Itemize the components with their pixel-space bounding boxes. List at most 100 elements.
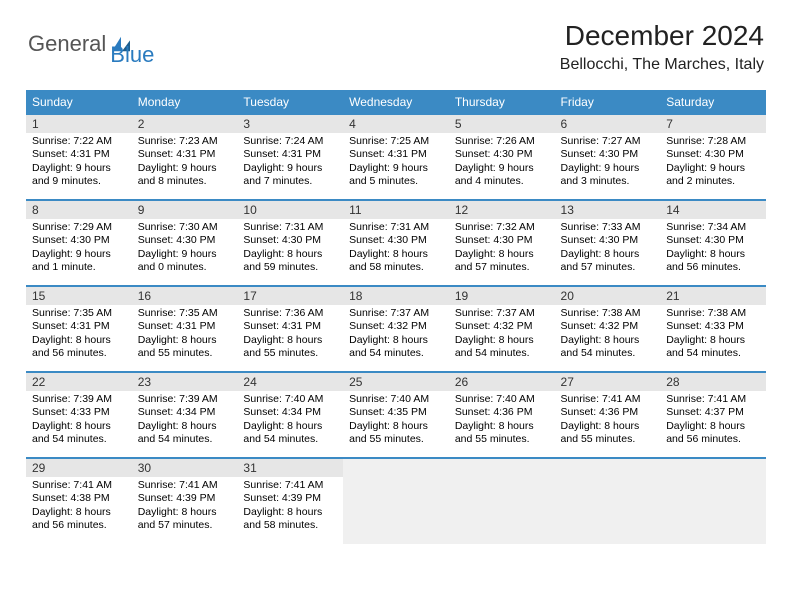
calendar-week-row: 1Sunrise: 7:22 AMSunset: 4:31 PMDaylight… <box>26 114 766 200</box>
calendar-day-cell: 26Sunrise: 7:40 AMSunset: 4:36 PMDayligh… <box>449 372 555 458</box>
daylight-line: Daylight: 8 hours and 58 minutes. <box>243 506 337 533</box>
daylight-line: Daylight: 8 hours and 57 minutes. <box>561 248 655 275</box>
sunrise-line: Sunrise: 7:40 AM <box>349 393 443 406</box>
page-header: General Blue December 2024 Bellocchi, Th… <box>0 0 792 80</box>
calendar-day-cell: 24Sunrise: 7:40 AMSunset: 4:34 PMDayligh… <box>237 372 343 458</box>
calendar-day-cell: 30Sunrise: 7:41 AMSunset: 4:39 PMDayligh… <box>132 458 238 544</box>
calendar-day-cell: 5Sunrise: 7:26 AMSunset: 4:30 PMDaylight… <box>449 114 555 200</box>
sunrise-line: Sunrise: 7:40 AM <box>455 393 549 406</box>
day-number: 18 <box>343 287 449 305</box>
day-info: Sunrise: 7:41 AMSunset: 4:37 PMDaylight:… <box>660 391 766 451</box>
sunrise-line: Sunrise: 7:39 AM <box>138 393 232 406</box>
calendar-day-cell: 9Sunrise: 7:30 AMSunset: 4:30 PMDaylight… <box>132 200 238 286</box>
sunset-line: Sunset: 4:31 PM <box>138 148 232 161</box>
sunrise-line: Sunrise: 7:38 AM <box>561 307 655 320</box>
sunset-line: Sunset: 4:31 PM <box>138 320 232 333</box>
calendar-day-cell: 8Sunrise: 7:29 AMSunset: 4:30 PMDaylight… <box>26 200 132 286</box>
calendar-day-cell: 25Sunrise: 7:40 AMSunset: 4:35 PMDayligh… <box>343 372 449 458</box>
day-number: 5 <box>449 115 555 133</box>
sunrise-line: Sunrise: 7:27 AM <box>561 135 655 148</box>
logo-text-general: General <box>28 31 106 57</box>
sunrise-line: Sunrise: 7:30 AM <box>138 221 232 234</box>
day-info: Sunrise: 7:40 AMSunset: 4:36 PMDaylight:… <box>449 391 555 451</box>
calendar-table: SundayMondayTuesdayWednesdayThursdayFrid… <box>26 90 766 544</box>
calendar-day-cell: 21Sunrise: 7:38 AMSunset: 4:33 PMDayligh… <box>660 286 766 372</box>
calendar-day-cell: 17Sunrise: 7:36 AMSunset: 4:31 PMDayligh… <box>237 286 343 372</box>
daylight-line: Daylight: 9 hours and 2 minutes. <box>666 162 760 189</box>
day-info: Sunrise: 7:35 AMSunset: 4:31 PMDaylight:… <box>26 305 132 365</box>
calendar-day-cell: 3Sunrise: 7:24 AMSunset: 4:31 PMDaylight… <box>237 114 343 200</box>
sunrise-line: Sunrise: 7:32 AM <box>455 221 549 234</box>
calendar-day-cell: 2Sunrise: 7:23 AMSunset: 4:31 PMDaylight… <box>132 114 238 200</box>
day-number: 22 <box>26 373 132 391</box>
day-info: Sunrise: 7:38 AMSunset: 4:32 PMDaylight:… <box>555 305 661 365</box>
calendar-day-cell: 31Sunrise: 7:41 AMSunset: 4:39 PMDayligh… <box>237 458 343 544</box>
day-info: Sunrise: 7:32 AMSunset: 4:30 PMDaylight:… <box>449 219 555 279</box>
sunrise-line: Sunrise: 7:25 AM <box>349 135 443 148</box>
sunrise-line: Sunrise: 7:33 AM <box>561 221 655 234</box>
sunset-line: Sunset: 4:38 PM <box>32 492 126 505</box>
calendar-day-cell: 23Sunrise: 7:39 AMSunset: 4:34 PMDayligh… <box>132 372 238 458</box>
daylight-line: Daylight: 9 hours and 5 minutes. <box>349 162 443 189</box>
calendar-day-cell: 12Sunrise: 7:32 AMSunset: 4:30 PMDayligh… <box>449 200 555 286</box>
day-number: 24 <box>237 373 343 391</box>
sunrise-line: Sunrise: 7:31 AM <box>349 221 443 234</box>
day-info: Sunrise: 7:37 AMSunset: 4:32 PMDaylight:… <box>449 305 555 365</box>
logo-text-blue: Blue <box>110 42 154 68</box>
sunset-line: Sunset: 4:31 PM <box>32 320 126 333</box>
sunrise-line: Sunrise: 7:41 AM <box>561 393 655 406</box>
sunset-line: Sunset: 4:30 PM <box>666 148 760 161</box>
daylight-line: Daylight: 8 hours and 55 minutes. <box>455 420 549 447</box>
sunset-line: Sunset: 4:37 PM <box>666 406 760 419</box>
calendar-day-cell: 6Sunrise: 7:27 AMSunset: 4:30 PMDaylight… <box>555 114 661 200</box>
sunset-line: Sunset: 4:32 PM <box>561 320 655 333</box>
daylight-line: Daylight: 8 hours and 59 minutes. <box>243 248 337 275</box>
day-number: 9 <box>132 201 238 219</box>
sunset-line: Sunset: 4:30 PM <box>243 234 337 247</box>
sunrise-line: Sunrise: 7:24 AM <box>243 135 337 148</box>
sunrise-line: Sunrise: 7:41 AM <box>138 479 232 492</box>
calendar-day-cell: 29Sunrise: 7:41 AMSunset: 4:38 PMDayligh… <box>26 458 132 544</box>
day-number: 31 <box>237 459 343 477</box>
calendar-day-cell: 18Sunrise: 7:37 AMSunset: 4:32 PMDayligh… <box>343 286 449 372</box>
calendar-day-cell: 15Sunrise: 7:35 AMSunset: 4:31 PMDayligh… <box>26 286 132 372</box>
day-info: Sunrise: 7:41 AMSunset: 4:36 PMDaylight:… <box>555 391 661 451</box>
calendar-day-cell: 22Sunrise: 7:39 AMSunset: 4:33 PMDayligh… <box>26 372 132 458</box>
sunset-line: Sunset: 4:39 PM <box>138 492 232 505</box>
calendar-day-cell: 1Sunrise: 7:22 AMSunset: 4:31 PMDaylight… <box>26 114 132 200</box>
sunset-line: Sunset: 4:30 PM <box>666 234 760 247</box>
day-info: Sunrise: 7:24 AMSunset: 4:31 PMDaylight:… <box>237 133 343 193</box>
day-number: 15 <box>26 287 132 305</box>
sunrise-line: Sunrise: 7:41 AM <box>243 479 337 492</box>
day-number: 7 <box>660 115 766 133</box>
calendar-body: 1Sunrise: 7:22 AMSunset: 4:31 PMDaylight… <box>26 114 766 544</box>
day-number: 2 <box>132 115 238 133</box>
day-info: Sunrise: 7:39 AMSunset: 4:33 PMDaylight:… <box>26 391 132 451</box>
day-number: 21 <box>660 287 766 305</box>
calendar-day-cell: 19Sunrise: 7:37 AMSunset: 4:32 PMDayligh… <box>449 286 555 372</box>
day-info: Sunrise: 7:41 AMSunset: 4:38 PMDaylight:… <box>26 477 132 537</box>
day-info: Sunrise: 7:28 AMSunset: 4:30 PMDaylight:… <box>660 133 766 193</box>
sunrise-line: Sunrise: 7:23 AM <box>138 135 232 148</box>
daylight-line: Daylight: 9 hours and 7 minutes. <box>243 162 337 189</box>
location-text: Bellocchi, The Marches, Italy <box>560 56 764 74</box>
day-number: 13 <box>555 201 661 219</box>
day-number: 17 <box>237 287 343 305</box>
sunrise-line: Sunrise: 7:36 AM <box>243 307 337 320</box>
sunrise-line: Sunrise: 7:41 AM <box>32 479 126 492</box>
day-number: 27 <box>555 373 661 391</box>
sunrise-line: Sunrise: 7:39 AM <box>32 393 126 406</box>
weekday-header: Sunday <box>26 91 132 115</box>
daylight-line: Daylight: 8 hours and 54 minutes. <box>561 334 655 361</box>
calendar-week-row: 29Sunrise: 7:41 AMSunset: 4:38 PMDayligh… <box>26 458 766 544</box>
daylight-line: Daylight: 9 hours and 1 minute. <box>32 248 126 275</box>
daylight-line: Daylight: 8 hours and 54 minutes. <box>32 420 126 447</box>
sunrise-line: Sunrise: 7:26 AM <box>455 135 549 148</box>
sunset-line: Sunset: 4:34 PM <box>243 406 337 419</box>
sunset-line: Sunset: 4:35 PM <box>349 406 443 419</box>
weekday-header: Wednesday <box>343 91 449 115</box>
day-info: Sunrise: 7:31 AMSunset: 4:30 PMDaylight:… <box>237 219 343 279</box>
day-info: Sunrise: 7:38 AMSunset: 4:33 PMDaylight:… <box>660 305 766 365</box>
calendar-day-cell <box>343 458 449 544</box>
daylight-line: Daylight: 9 hours and 4 minutes. <box>455 162 549 189</box>
